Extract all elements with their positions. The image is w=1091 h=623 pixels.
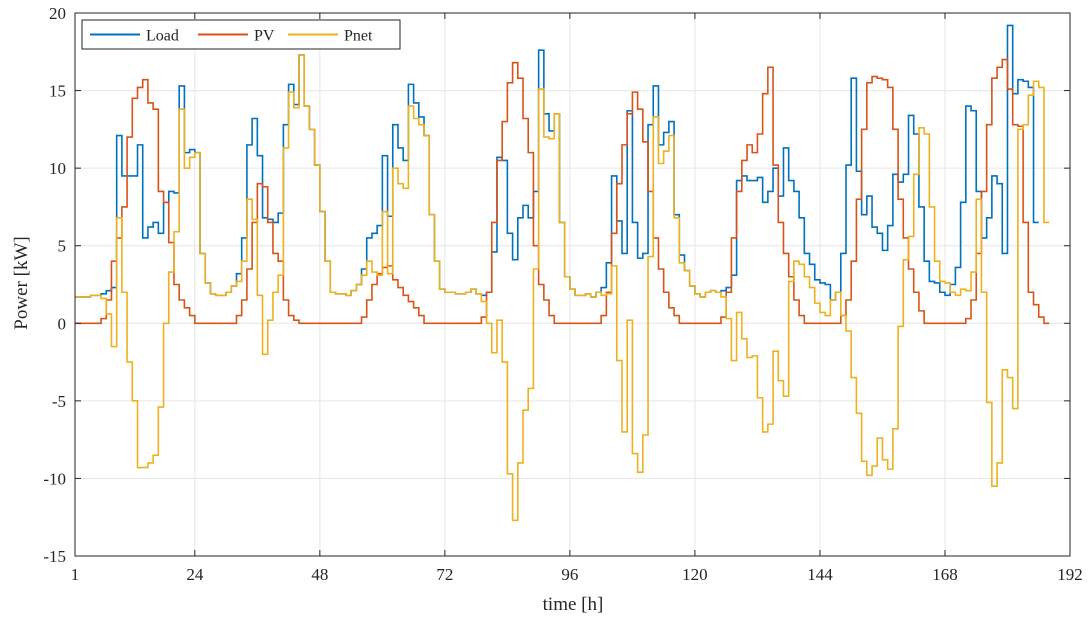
y-tick-label: 5 (58, 237, 67, 256)
plot-area (75, 13, 1070, 556)
legend-label-pv: PV (254, 28, 275, 45)
series-line-pnet (75, 54, 1050, 522)
series-line-pv (75, 58, 1050, 325)
axes: -15 -10 -5 0 5 10 15 20 1 24 48 72 96 120 144 168 192 (43, 4, 1082, 584)
y-tick-label: 15 (49, 82, 66, 101)
x-tick-label: 24 (186, 565, 204, 584)
x-tick-label: 144 (807, 565, 833, 584)
x-axis-title: time [h] (543, 594, 604, 615)
grid (74, 12, 1071, 557)
legend: Load PV Pnet (81, 19, 401, 50)
y-tick-label: 10 (49, 159, 66, 178)
x-tick-label: 120 (682, 565, 708, 584)
y-tick-label: 0 (58, 314, 67, 333)
x-tick-label: 72 (436, 565, 453, 584)
x-tick-label: 168 (932, 565, 958, 584)
series-layer (75, 24, 1050, 522)
y-axis-title: Power [kW] (11, 236, 32, 329)
x-tick-label: 48 (311, 565, 328, 584)
legend-label-load: Load (146, 28, 179, 45)
x-tick-label: 96 (561, 565, 578, 584)
y-tick-label: -5 (52, 392, 66, 411)
x-tick-label: 192 (1057, 565, 1083, 584)
y-tick-label: -15 (43, 547, 66, 566)
axes-box (74, 12, 1071, 557)
legend-label-pnet: Pnet (344, 28, 373, 45)
x-tick-label: 1 (71, 565, 80, 584)
y-tick-label: -10 (43, 469, 66, 488)
y-tick-label: 20 (49, 4, 66, 23)
